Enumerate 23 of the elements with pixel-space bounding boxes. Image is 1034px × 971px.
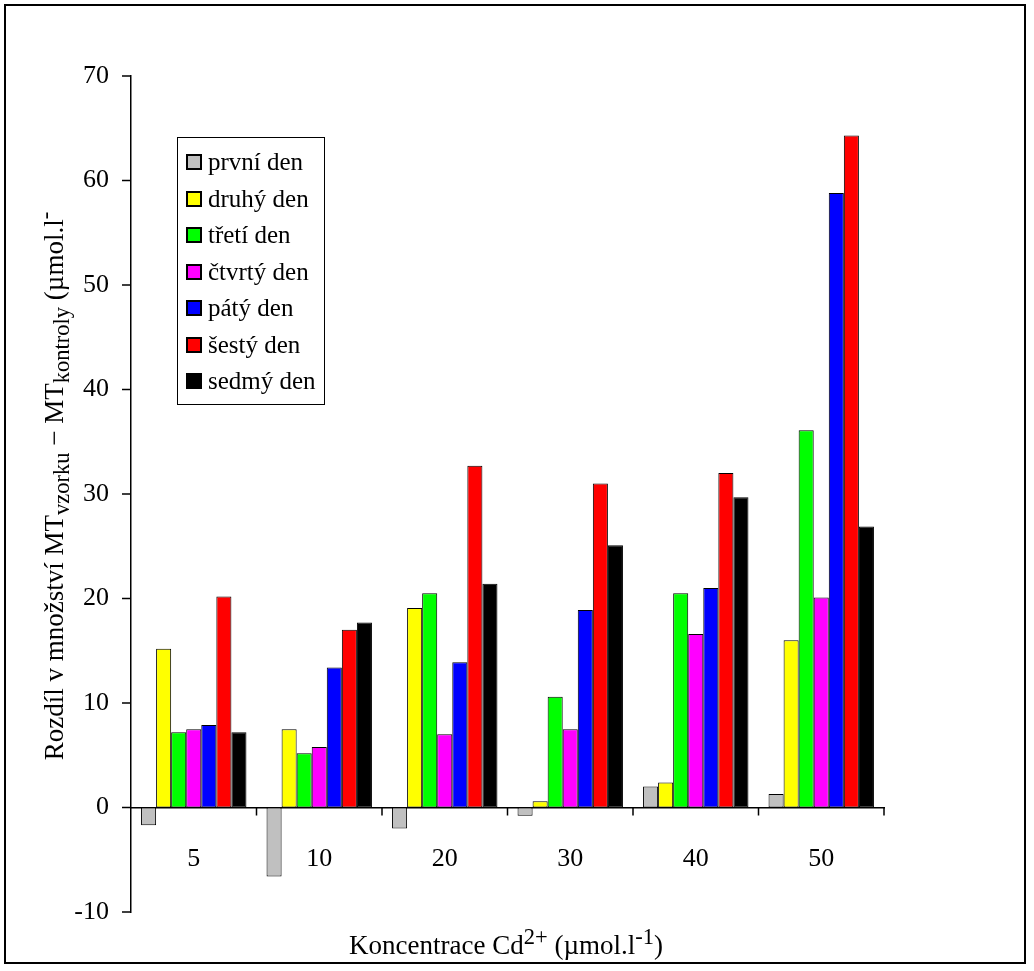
x-axis-title: Koncentrace Cd$^{2+}$ (µmol.l$^{-1}$) xyxy=(349,924,663,961)
x-tick-label: 50 xyxy=(808,842,835,872)
x-tick-label: 30 xyxy=(557,842,584,872)
y-tick-label: -10 xyxy=(74,895,109,925)
x-tick-label: 20 xyxy=(431,842,458,872)
legend-label: sedmý den xyxy=(208,367,316,396)
y-tick-label: 10 xyxy=(83,686,109,716)
x-tick-label: 5 xyxy=(187,842,201,872)
x-tick-label: 10 xyxy=(306,842,333,872)
x-tick-label: 40 xyxy=(682,842,709,872)
legend-label: třetí den xyxy=(208,221,291,250)
y-tick-label: 70 xyxy=(83,59,109,89)
legend-label: první den xyxy=(208,148,304,177)
y-tick-label: 30 xyxy=(83,477,109,507)
legend-label: šestý den xyxy=(208,330,301,359)
legend-label: druhý den xyxy=(208,184,309,213)
legend-label: čtvrtý den xyxy=(208,257,309,286)
y-tick-label: 50 xyxy=(83,268,109,298)
y-tick-label: 40 xyxy=(83,373,109,403)
legend-label: pátý den xyxy=(208,294,294,323)
y-tick-label: 60 xyxy=(83,164,109,194)
y-tick-label: 20 xyxy=(83,582,109,612)
y-tick-label: 0 xyxy=(96,791,109,821)
